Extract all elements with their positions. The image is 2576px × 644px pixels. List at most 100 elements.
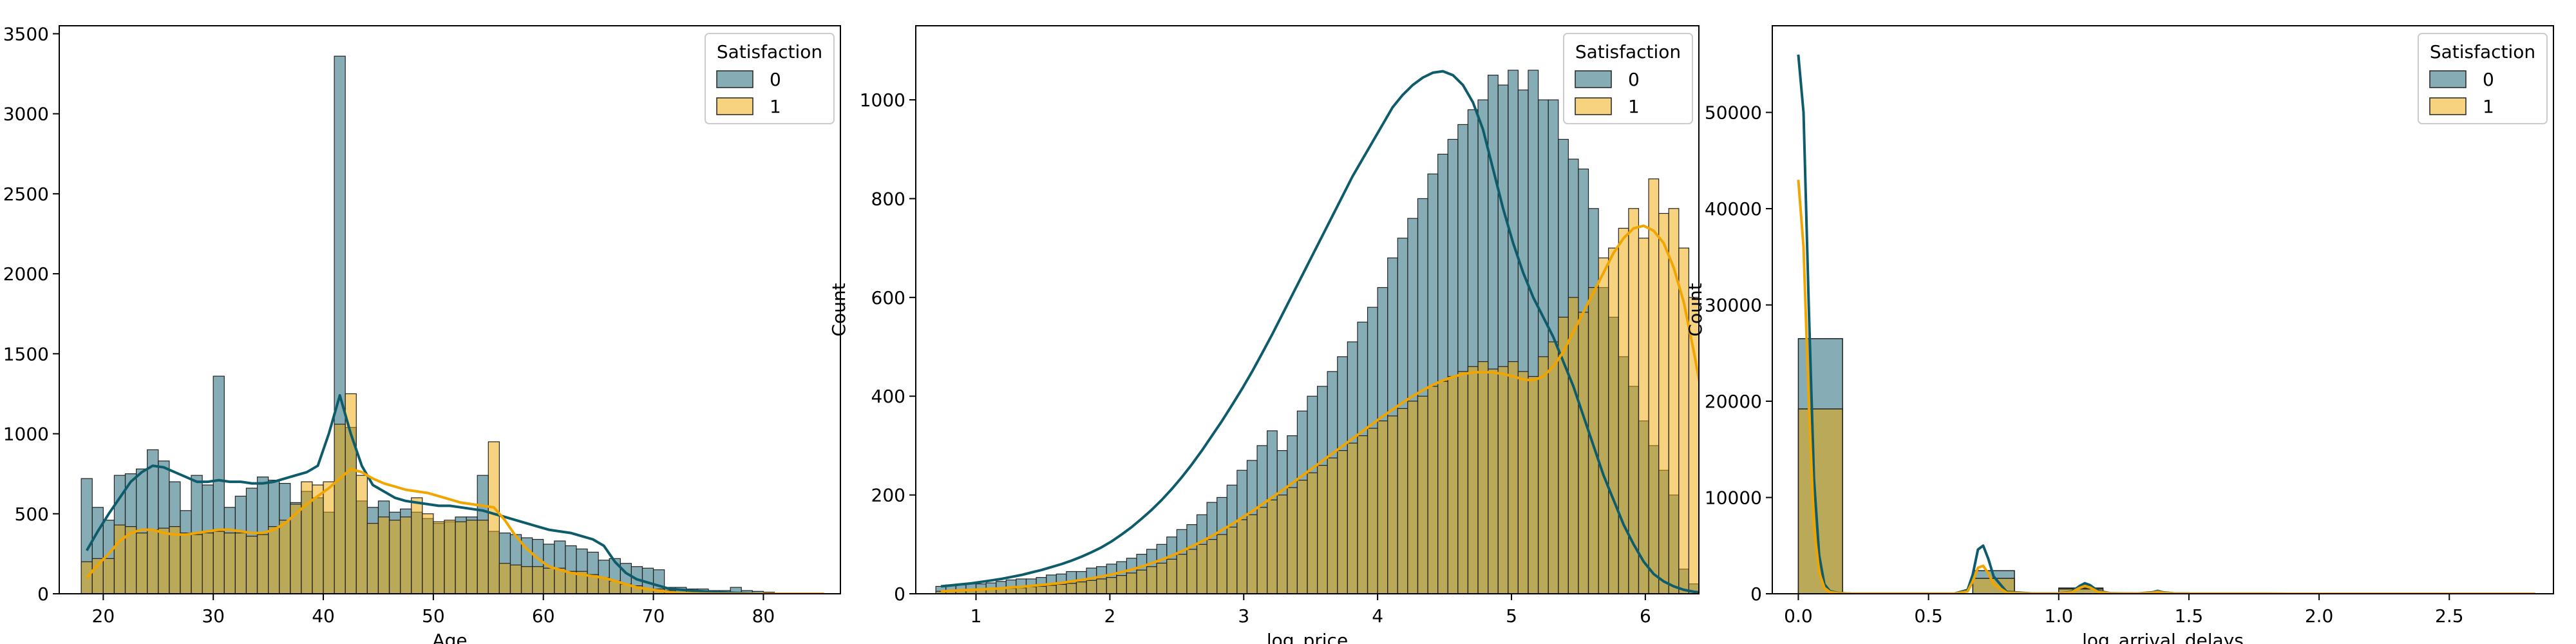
x-tick-label: 2.5	[2435, 605, 2464, 627]
x-tick-label: 4	[1372, 605, 1383, 627]
bar-series-1	[202, 532, 214, 594]
legend: Satisfaction 0 1	[705, 33, 835, 124]
bar-series-1	[1427, 386, 1439, 594]
x-axis-title: log_price	[1267, 630, 1348, 644]
bar-series-1	[532, 566, 544, 594]
y-tick-label: 0	[1750, 583, 1762, 605]
bar-series-1	[1658, 213, 1669, 594]
bar-series-1	[1467, 366, 1479, 594]
bar-series-1	[135, 532, 148, 594]
legend-label-0: 0	[2483, 69, 2494, 90]
legend-title: Satisfaction	[2430, 41, 2535, 62]
y-tick-label: 600	[871, 287, 905, 308]
x-axis-title: Age	[432, 630, 467, 644]
bar-series-1	[1648, 178, 1660, 594]
legend-swatch-0	[716, 70, 753, 88]
bar-series-1	[1096, 578, 1107, 594]
y-tick-label: 30000	[1705, 295, 1762, 316]
bar-series-1	[1016, 587, 1027, 594]
bar-series-1	[169, 526, 181, 594]
x-tick-label: 30	[202, 605, 225, 627]
x-tick-label: 1.0	[2045, 605, 2074, 627]
bar-series-1	[1296, 479, 1308, 594]
bar-series-1	[1598, 257, 1609, 594]
bar-series-1	[1608, 247, 1619, 594]
bar-series-1	[1638, 238, 1649, 594]
bar-series-1	[1276, 495, 1288, 594]
bar-series-1	[223, 532, 236, 594]
x-tick-label: 1.5	[2175, 605, 2204, 627]
bar-series-1	[334, 424, 346, 594]
bar-series-1	[1367, 428, 1378, 594]
axes-frame	[59, 25, 841, 594]
chart-panel-2: 1 2 3 4 5 6 0 200 400 600 800 1000 log_price Count Sat…	[828, 25, 1729, 644]
legend: Satisfaction 0 1	[1563, 33, 1693, 124]
bar-series-1	[1307, 472, 1318, 594]
bar-series-1	[1236, 519, 1248, 594]
legend-title: Satisfaction	[717, 41, 822, 62]
bar-series-1	[1719, 591, 1729, 594]
x-tick-label: 5	[1506, 605, 1517, 627]
y-axis-title: Count	[828, 283, 849, 336]
x-tick-label: 40	[312, 605, 335, 627]
x-tick-label: 50	[422, 605, 445, 627]
bar-series-1	[1316, 464, 1328, 594]
bar-series-1	[234, 532, 247, 594]
bar-series-1	[312, 484, 324, 594]
bar-series-1	[1046, 585, 1057, 594]
bar-series-1	[1497, 366, 1509, 594]
bar-series-1	[422, 513, 434, 594]
y-tick-label: 3500	[3, 23, 49, 44]
x-tick-label: 2.0	[2305, 605, 2334, 627]
bar-series-1	[1407, 401, 1419, 594]
y-tick-label: 1000	[3, 424, 49, 445]
bar-series-1	[444, 520, 456, 594]
bar-series-1	[1005, 587, 1017, 594]
plot-area	[1797, 54, 2536, 594]
y-tick-label: 1500	[3, 343, 49, 365]
x-tick-label: 2	[1104, 605, 1115, 627]
bar-series-1	[520, 566, 533, 594]
bar-series-1	[488, 441, 500, 594]
bar-series-1	[1066, 583, 1077, 594]
bar-series-1	[377, 516, 390, 594]
bar-series-1	[323, 481, 335, 594]
y-tick-label: 2500	[3, 184, 49, 205]
legend-swatch-0	[2429, 70, 2467, 88]
bar-series-1	[1267, 499, 1278, 594]
bar-series-1	[366, 523, 379, 594]
y-tick-label: 1000	[860, 90, 905, 111]
bar-series-1	[1327, 457, 1338, 594]
y-tick-label: 3000	[3, 104, 49, 125]
y-tick-label: 10000	[1705, 488, 1762, 509]
y-tick-label: 40000	[1705, 198, 1762, 220]
bar-series-1	[1025, 586, 1037, 594]
bar-series-1	[400, 516, 412, 594]
x-tick-label: 6	[1640, 605, 1651, 627]
x-tick-label: 80	[752, 605, 775, 627]
y-tick-label: 2000	[3, 263, 49, 285]
y-tick-label: 800	[871, 188, 905, 209]
bar-series-1	[1166, 558, 1177, 594]
y-tick-label: 500	[15, 504, 49, 525]
bar-series-1	[433, 521, 445, 594]
bar-series-1	[1387, 415, 1398, 594]
bar-series-1	[1377, 420, 1388, 594]
bar-series-1	[466, 520, 478, 594]
bar-series-1	[279, 520, 291, 594]
bar-series-1	[1548, 341, 1559, 594]
bar-series-1	[1709, 574, 1719, 594]
bar-series-1	[158, 527, 170, 594]
y-tick-label: 200	[871, 485, 905, 506]
bar-series-1	[388, 520, 401, 594]
axes-frame	[915, 25, 1700, 594]
bar-series-1	[1517, 371, 1529, 594]
bar-series-1	[1196, 544, 1208, 594]
bar-series-1	[1256, 507, 1268, 594]
bar-series-1	[1206, 539, 1218, 594]
x-tick-label: 0.5	[1914, 605, 1943, 627]
legend-swatch-1	[1575, 97, 1612, 115]
bar-series-1	[1036, 585, 1047, 594]
x-tick-label: 60	[532, 605, 555, 627]
legend-label-0: 0	[1628, 69, 1640, 90]
